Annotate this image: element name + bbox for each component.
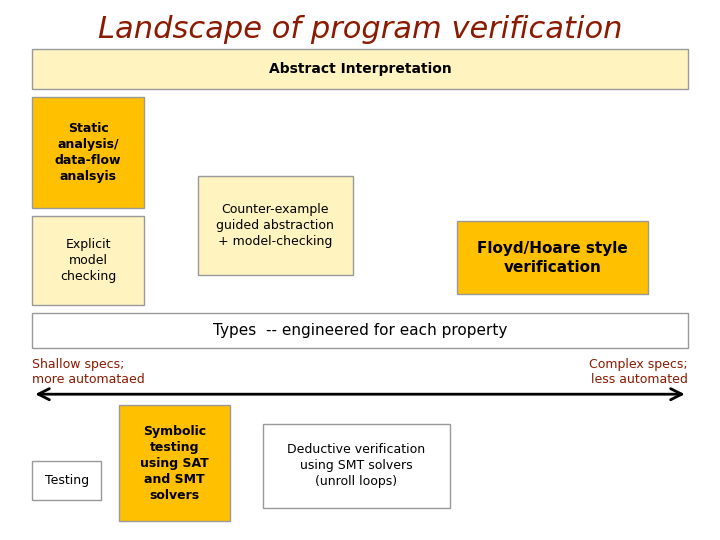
Text: Types  -- engineered for each property: Types -- engineered for each property [213,323,507,338]
Text: Abstract Interpretation: Abstract Interpretation [269,62,451,76]
Text: Testing: Testing [45,474,89,487]
FancyBboxPatch shape [263,424,450,508]
FancyBboxPatch shape [32,49,688,89]
FancyBboxPatch shape [198,176,353,275]
Text: Static
analysis/
data-flow
analsyis: Static analysis/ data-flow analsyis [55,122,122,183]
Text: Explicit
model
checking: Explicit model checking [60,238,117,283]
FancyBboxPatch shape [119,405,230,521]
FancyBboxPatch shape [32,216,144,305]
Text: Landscape of program verification: Landscape of program verification [98,15,622,44]
FancyBboxPatch shape [32,313,688,348]
FancyBboxPatch shape [32,97,144,208]
Text: Floyd/Hoare style
verification: Floyd/Hoare style verification [477,241,628,275]
Text: Deductive verification
using SMT solvers
(unroll loops): Deductive verification using SMT solvers… [287,443,426,488]
Text: Shallow specs;
more automataed: Shallow specs; more automataed [32,358,145,386]
Text: Symbolic
testing
using SAT
and SMT
solvers: Symbolic testing using SAT and SMT solve… [140,424,209,502]
FancyBboxPatch shape [457,221,648,294]
Text: Complex specs;
less automated: Complex specs; less automated [589,358,688,386]
FancyBboxPatch shape [32,461,101,500]
Text: Counter-example
guided abstraction
+ model-checking: Counter-example guided abstraction + mod… [217,203,334,248]
